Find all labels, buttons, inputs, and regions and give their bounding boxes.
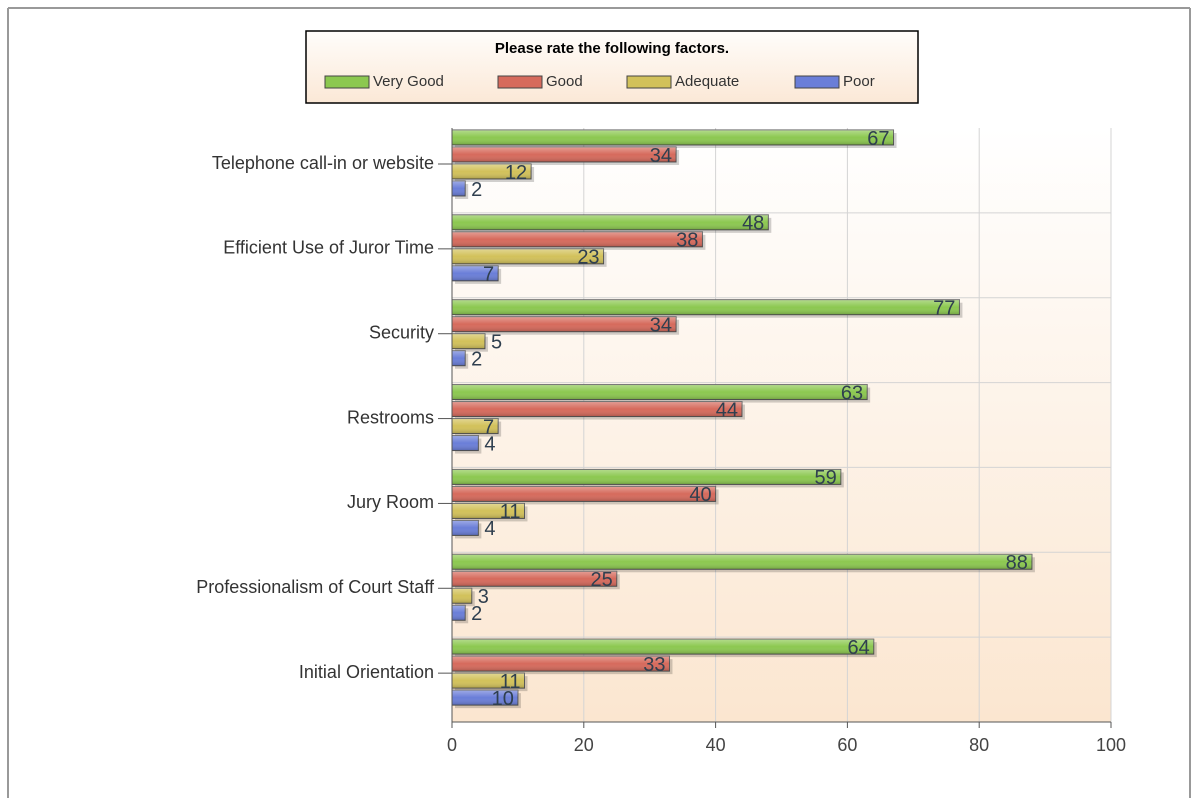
value-label: 5: [491, 331, 502, 353]
value-label: 33: [643, 654, 665, 676]
legend-box: [305, 30, 919, 104]
bar-shine: [452, 656, 670, 672]
y-tick-label: Restrooms: [347, 407, 434, 427]
value-label: 2: [471, 348, 482, 370]
value-label: 11: [500, 671, 521, 693]
legend-label: Poor: [843, 73, 875, 90]
value-label: 44: [716, 399, 738, 421]
bar-shine: [452, 401, 742, 417]
bar-shine: [452, 588, 472, 604]
bar-shine: [452, 316, 677, 332]
value-label: 67: [867, 128, 889, 150]
value-label: 4: [484, 433, 495, 455]
value-label: 34: [650, 145, 672, 167]
legend-label: Very Good: [373, 73, 444, 90]
value-label: 4: [484, 518, 495, 540]
legend-swatch: [794, 75, 840, 89]
value-label: 59: [815, 467, 837, 489]
bar-shine: [452, 418, 499, 434]
bar-shine: [452, 554, 1032, 570]
value-label: 2: [471, 179, 482, 201]
value-label: 12: [505, 162, 527, 184]
value-label: 34: [650, 314, 672, 336]
x-tick-label: 100: [1096, 735, 1126, 755]
y-tick-label: Professionalism of Court Staff: [196, 577, 435, 597]
bar-shine: [452, 571, 617, 587]
bar-shine: [452, 333, 485, 349]
bar-shine: [452, 673, 525, 689]
bar-shine: [452, 384, 868, 400]
value-label: 7: [483, 264, 494, 286]
bar-shine: [452, 181, 466, 196]
x-tick-label: 60: [837, 735, 857, 755]
value-label: 63: [841, 382, 863, 404]
bar-shine: [452, 214, 769, 230]
value-label: 48: [742, 213, 764, 235]
value-label: 3: [478, 586, 489, 608]
bar-shine: [452, 248, 604, 264]
y-tick-label: Initial Orientation: [299, 662, 434, 682]
value-label: 7: [483, 416, 494, 438]
bar-shine: [452, 469, 841, 485]
value-label: 64: [848, 637, 870, 659]
x-tick-label: 0: [447, 735, 457, 755]
value-label: 11: [500, 501, 521, 523]
value-label: 88: [1006, 552, 1028, 574]
value-label: 77: [933, 297, 955, 319]
value-label: 23: [577, 247, 599, 269]
x-tick-label: 40: [706, 735, 726, 755]
bar-shine: [452, 299, 960, 315]
bar-shine: [452, 520, 479, 536]
legend-label: Good: [546, 73, 583, 90]
value-label: 2: [471, 603, 482, 625]
bar-shine: [452, 690, 518, 706]
legend-swatch: [626, 75, 672, 89]
legend-swatch: [497, 75, 543, 89]
y-tick-label: Jury Room: [347, 492, 434, 512]
bar-shine: [452, 130, 894, 145]
y-tick-label: Efficient Use of Juror Time: [223, 238, 434, 258]
bar-shine: [452, 639, 874, 655]
legend-swatch: [324, 75, 370, 89]
value-label: 25: [591, 569, 613, 591]
bar-shine: [452, 605, 466, 621]
legend-label: Adequate: [675, 73, 739, 90]
chart-title: Please rate the following factors.: [495, 40, 729, 57]
x-tick-label: 80: [969, 735, 989, 755]
x-tick-label: 20: [574, 735, 594, 755]
bar-shine: [452, 164, 532, 179]
bar-shine: [452, 231, 703, 247]
bar-shine: [452, 503, 525, 519]
y-tick-label: Security: [369, 322, 434, 342]
value-label: 10: [492, 688, 514, 710]
value-label: 40: [689, 484, 711, 506]
bar-shine: [452, 350, 466, 366]
y-tick-label: Telephone call-in or website: [212, 153, 434, 173]
bar-shine: [452, 435, 479, 451]
bar-shine: [452, 486, 716, 502]
bar-shine: [452, 147, 677, 162]
value-label: 38: [676, 230, 698, 252]
bar-shine: [452, 265, 499, 281]
